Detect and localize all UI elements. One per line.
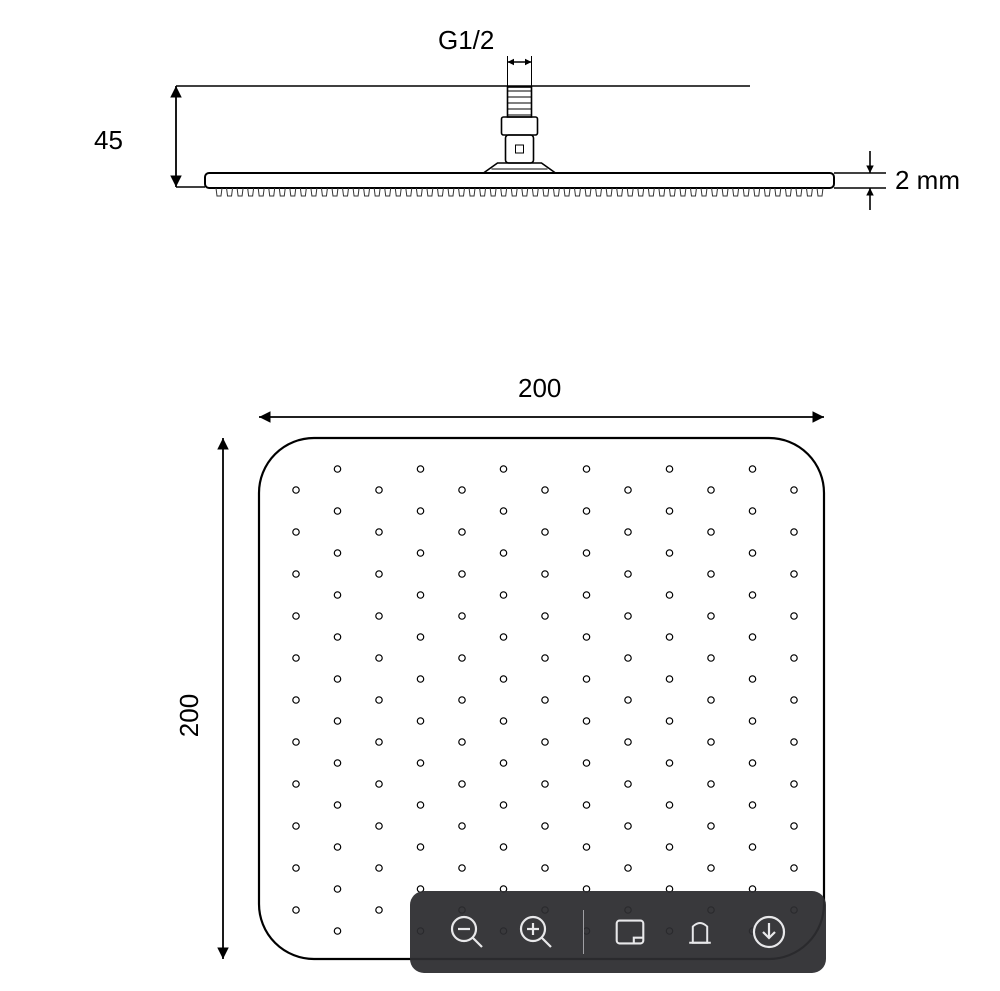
technical-drawing [0,0,1000,991]
toolbar-separator [583,910,584,954]
height-200-label: 200 [174,694,205,737]
expand-icon[interactable] [677,909,723,955]
download-icon[interactable] [746,909,792,955]
height-45-label: 45 [94,125,123,156]
connector-thread-label: G1/2 [438,25,494,56]
fit-icon[interactable] [607,909,653,955]
zoom-in-icon[interactable] [513,909,559,955]
image-viewer-toolbar [410,891,826,973]
width-200-label: 200 [518,373,561,404]
thickness-2mm-label: 2 mm [895,165,960,196]
zoom-out-icon[interactable] [444,909,490,955]
